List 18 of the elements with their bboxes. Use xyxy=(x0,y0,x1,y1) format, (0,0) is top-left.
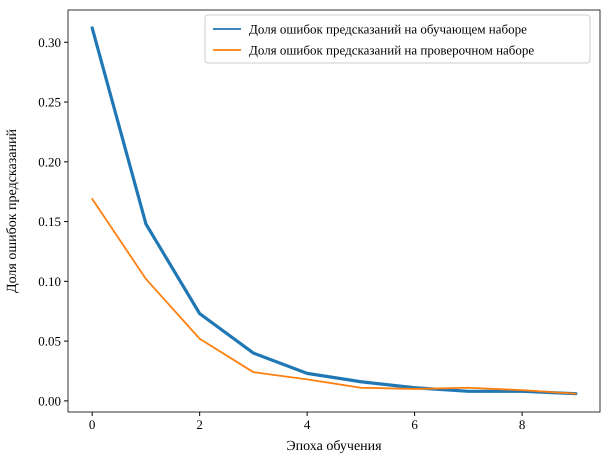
y-tick-label: 0.15 xyxy=(38,214,61,230)
line-series xyxy=(91,198,577,395)
y-tick-label: 0.10 xyxy=(38,274,61,289)
x-tick-label: 2 xyxy=(196,417,203,432)
y-tick-label: 0.30 xyxy=(38,34,61,50)
legend-label: Доля ошибок предсказаний на проверочном наборе xyxy=(249,42,534,58)
x-tick-label: 4 xyxy=(304,417,311,432)
legend-label: Доля ошибок предсказаний на обучающем наборе xyxy=(249,22,528,36)
x-axis-title: Эпоха обучения xyxy=(286,439,382,454)
y-tick-label: 0.05 xyxy=(38,334,61,349)
y-axis-title: Доля ошибок предсказаний xyxy=(5,128,20,293)
x-tick-label: 8 xyxy=(518,417,526,432)
x-tick-label: 6 xyxy=(411,417,418,432)
line-series xyxy=(90,26,578,396)
y-tick-label: 0.25 xyxy=(38,94,61,110)
y-tick-label: 0.20 xyxy=(38,154,61,170)
y-tick-label: 0.00 xyxy=(38,393,61,408)
x-tick-label: 0 xyxy=(88,417,96,432)
